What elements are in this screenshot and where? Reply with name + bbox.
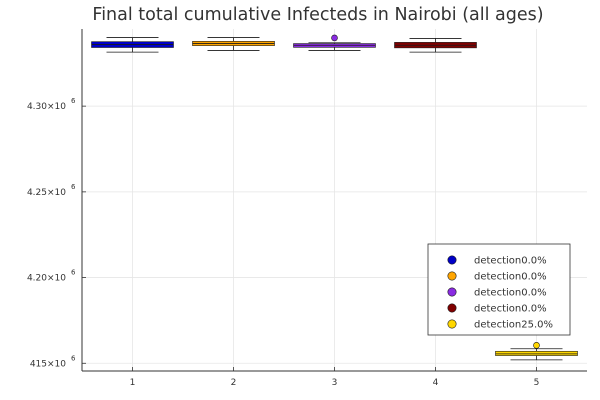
grid bbox=[82, 29, 587, 371]
y-tick-label: 415×10 bbox=[30, 359, 66, 369]
y-tick-exponent: 6 bbox=[71, 269, 76, 277]
x-tick-label: 2 bbox=[231, 378, 237, 388]
y-tick-exponent: 6 bbox=[71, 183, 76, 191]
box-body bbox=[495, 350, 578, 356]
y-tick-labels: 415×10 6 4.20×10 6 4.25×10 6 4.30×10 6 bbox=[27, 97, 76, 369]
legend-marker bbox=[447, 319, 457, 329]
legend-label: detection0.0% bbox=[474, 272, 547, 283]
y-tick-label: 4.30×10 bbox=[27, 102, 66, 112]
box-5 bbox=[495, 341, 578, 361]
box-2 bbox=[192, 37, 275, 51]
legend-label: detection0.0% bbox=[474, 256, 547, 267]
legend-label: detection0.0% bbox=[474, 288, 547, 299]
legend-marker bbox=[447, 303, 457, 313]
legend-label: detection25.0% bbox=[474, 320, 553, 331]
y-tick-exponent: 6 bbox=[71, 354, 76, 362]
y-tick-exponent: 6 bbox=[71, 97, 76, 105]
box-outlier bbox=[331, 34, 338, 42]
y-tick-label: 4.20×10 bbox=[27, 274, 66, 284]
x-tick-label: 3 bbox=[332, 378, 338, 388]
x-tick-label: 1 bbox=[130, 378, 136, 388]
legend: detection0.0% detection0.0% detection0.0% d… bbox=[427, 243, 571, 336]
box-1 bbox=[91, 37, 174, 53]
axes bbox=[81, 29, 587, 372]
boxes bbox=[91, 34, 578, 361]
box-3 bbox=[293, 34, 376, 51]
x-tick-label: 4 bbox=[433, 378, 439, 388]
legend-marker bbox=[447, 271, 457, 281]
legend-marker bbox=[447, 287, 457, 297]
y-tick-label: 4.25×10 bbox=[27, 188, 66, 198]
box-outlier bbox=[533, 341, 540, 349]
x-tick-labels: 1 2 3 4 5 bbox=[130, 378, 540, 388]
box-4 bbox=[394, 38, 477, 53]
x-tick-label: 5 bbox=[534, 378, 540, 388]
chart-title: Final total cumulative Infecteds in Nair… bbox=[92, 5, 543, 25]
legend-label: detection0.0% bbox=[474, 304, 547, 315]
legend-marker bbox=[447, 255, 457, 265]
